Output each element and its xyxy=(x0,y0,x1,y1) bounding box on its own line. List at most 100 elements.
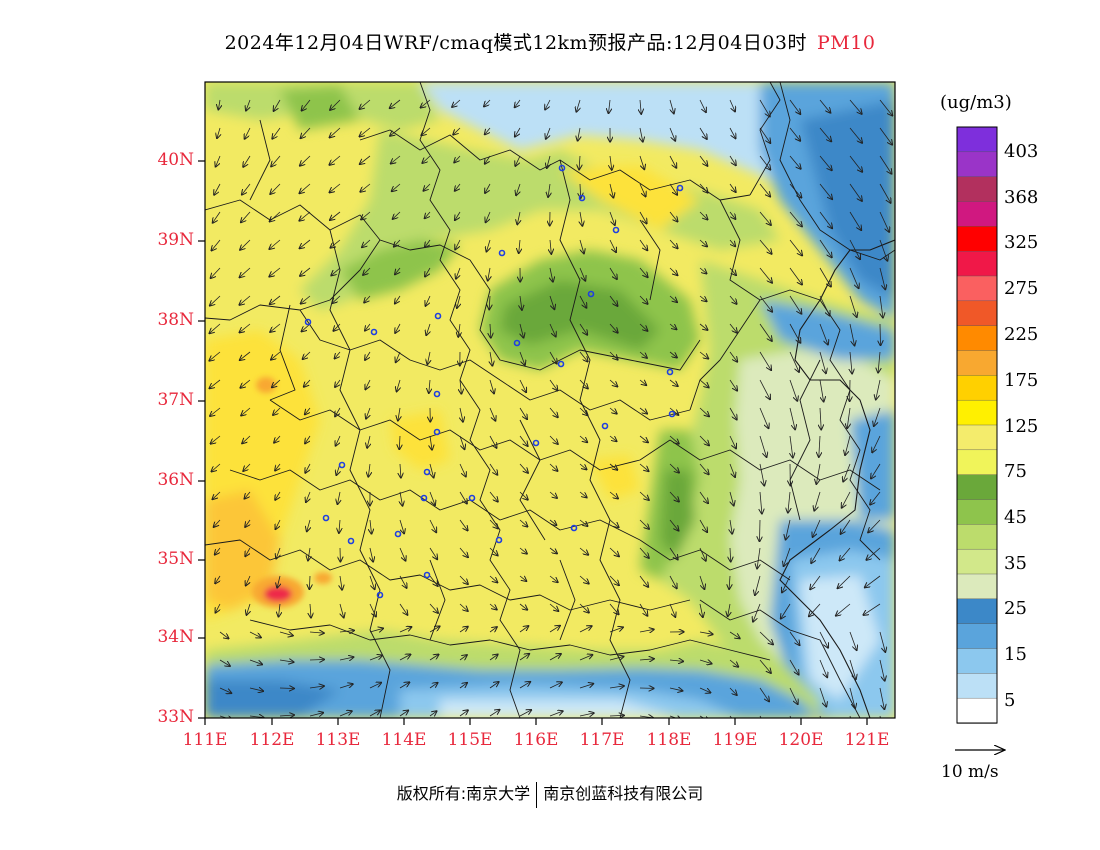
wind-arrow xyxy=(789,239,802,255)
wind-arrow xyxy=(699,127,707,139)
wind-arrow xyxy=(879,99,892,116)
wind-arrow xyxy=(240,267,251,277)
wind-arrow xyxy=(397,379,400,391)
map-title: 2024年12月04日WRF/cmaq模式12km预报产品:12月04日03时 P… xyxy=(0,28,1100,55)
wind-arrow xyxy=(487,239,491,252)
wind-arrow xyxy=(489,295,490,309)
lon-label-117: 117E xyxy=(579,730,625,750)
wind-arrow xyxy=(579,435,587,442)
wind-arrow xyxy=(547,155,550,168)
wind-arrow xyxy=(639,351,647,358)
wind-arrow xyxy=(819,687,826,707)
wind-arrow xyxy=(339,684,353,689)
wind-arrow xyxy=(609,435,617,441)
wind-arrow xyxy=(579,655,592,661)
wind-arrow xyxy=(699,435,709,445)
wind-arrow xyxy=(430,463,434,478)
wind-arrow xyxy=(460,379,461,394)
wind-arrow xyxy=(669,660,683,661)
wind-arrow xyxy=(639,267,648,277)
wind-arrow xyxy=(299,211,311,221)
wind-arrow xyxy=(213,211,221,223)
wind-arrow xyxy=(790,435,793,458)
wind-arrow xyxy=(609,407,617,414)
wind-arrow xyxy=(338,491,341,504)
legend-swatch xyxy=(956,623,998,650)
wind-arrow xyxy=(789,407,795,429)
wind-arrow xyxy=(515,99,521,107)
wind-arrow xyxy=(452,99,461,107)
wind-arrow xyxy=(786,519,791,540)
title-variable: PM10 xyxy=(817,32,876,54)
wind-arrow xyxy=(333,323,341,331)
wind-arrow xyxy=(549,711,563,717)
wind-arrow xyxy=(549,323,556,337)
wind-arrow xyxy=(516,183,520,195)
wind-arrow xyxy=(304,379,311,387)
wind-arrow xyxy=(520,323,524,338)
wind-arrow xyxy=(429,626,440,633)
wind-arrow xyxy=(879,127,892,145)
wind-arrow xyxy=(813,519,821,537)
wind-arrow xyxy=(639,491,649,500)
wind-arrow xyxy=(331,267,341,275)
wind-arrow xyxy=(489,710,500,717)
wind-arrow xyxy=(729,435,736,448)
lat-label-35: 35N xyxy=(157,549,194,569)
wind-arrow xyxy=(489,547,498,555)
wind-arrow xyxy=(729,183,736,192)
wind-arrow xyxy=(816,463,821,484)
wind-arrow xyxy=(279,715,294,716)
wind-arrow xyxy=(218,99,220,109)
wind-arrow xyxy=(421,99,431,108)
wind-arrow xyxy=(849,687,855,708)
wind-arrow xyxy=(365,323,370,331)
wind-arrow xyxy=(305,463,311,473)
wind-arrow xyxy=(729,155,736,165)
legend-swatch xyxy=(956,524,998,550)
wind-arrow xyxy=(390,127,401,136)
wind-arrow xyxy=(399,682,409,689)
wind-arrow xyxy=(216,155,221,167)
legend-swatch xyxy=(956,499,998,526)
wind-arrow xyxy=(880,295,883,318)
wind-arrow xyxy=(459,683,467,689)
axis-ticks xyxy=(198,160,868,725)
wind-arrow xyxy=(609,211,615,225)
wind-arrow xyxy=(249,659,262,664)
lon-label-111: 111E xyxy=(182,730,228,750)
wind-arrow xyxy=(330,211,341,220)
wind-arrow xyxy=(274,435,281,443)
wind-arrow xyxy=(393,211,401,219)
wind-arrow xyxy=(301,127,311,138)
wind-arrow xyxy=(360,127,371,137)
wind-arrow xyxy=(517,211,520,224)
copyright-footer: 版权所有:南京大学 南京创蓝科技有限公司 xyxy=(0,780,1100,808)
wind-arrow xyxy=(729,295,737,304)
wind-arrow xyxy=(365,351,371,360)
wind-arrow xyxy=(424,183,431,191)
wind-arrow xyxy=(399,711,408,717)
wind-arrow xyxy=(369,655,382,661)
wind-arrow xyxy=(489,463,497,475)
wind-arrow xyxy=(866,547,881,560)
wind-arrow xyxy=(669,575,677,588)
wind-arrow xyxy=(849,295,857,317)
wind-arrow xyxy=(639,155,644,169)
wind-arrow xyxy=(579,713,594,716)
wind-arrow xyxy=(759,659,771,673)
wind-arrow xyxy=(819,435,820,457)
wind-arrow xyxy=(309,660,324,661)
wind-arrow xyxy=(729,715,735,718)
wind-arrow xyxy=(760,519,761,541)
wind-arrow xyxy=(336,435,340,446)
lon-label-119: 119E xyxy=(712,730,758,750)
wind-arrow xyxy=(784,547,791,566)
wind-arrow xyxy=(872,435,881,452)
wind-arrow xyxy=(369,575,375,589)
wind-arrow xyxy=(519,576,526,581)
wind-arrow xyxy=(759,155,770,170)
wind-arrow xyxy=(275,491,280,500)
wind-arrow xyxy=(426,323,430,335)
wind-arrow xyxy=(841,519,851,534)
